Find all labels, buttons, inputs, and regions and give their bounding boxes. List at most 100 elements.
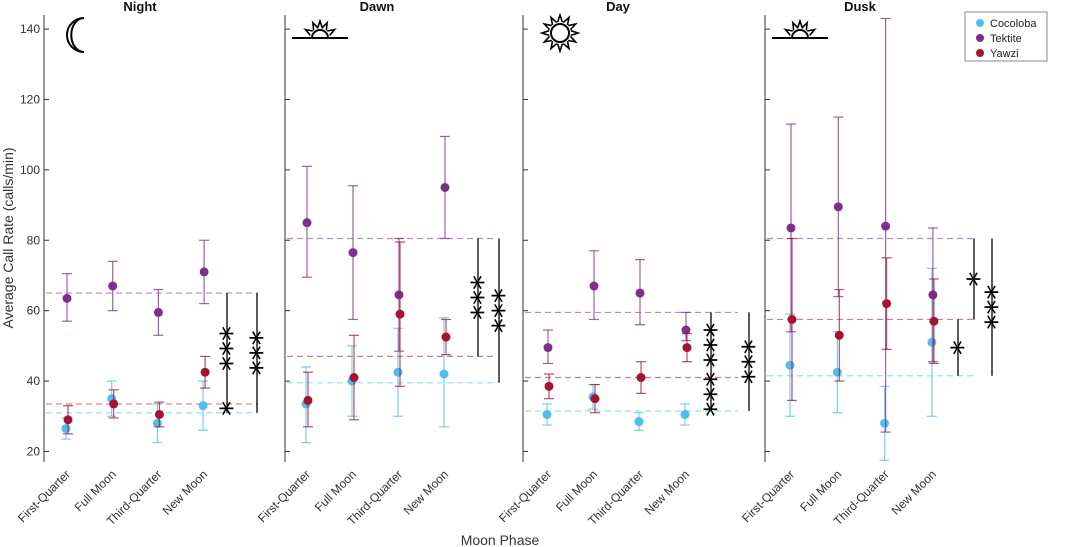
x-tick-label: New Moon	[160, 467, 210, 517]
data-point-cocoloba	[61, 424, 71, 434]
x-tick-label: New Moon	[889, 467, 939, 517]
x-tick-label: Full Moon	[72, 467, 119, 514]
sun-ray	[316, 18, 324, 29]
data-point-yawzi	[200, 367, 210, 377]
data-point-tektite	[199, 267, 209, 277]
sun-ray	[562, 40, 571, 51]
sun-ray	[326, 28, 337, 36]
significance-label: ***	[475, 288, 510, 333]
sun-ray	[806, 28, 817, 36]
data-point-tektite	[543, 343, 553, 353]
x-tick-label: New Moon	[401, 467, 451, 517]
x-tick-label: New Moon	[642, 467, 692, 517]
data-point-cocoloba	[880, 418, 890, 428]
panel-title: Dawn	[360, 0, 395, 14]
sun-ray	[542, 22, 553, 31]
data-point-tektite	[681, 325, 691, 335]
data-point-yawzi	[154, 409, 164, 419]
x-tick-label: First-Quarter	[255, 467, 313, 525]
sunrise-icon	[292, 18, 348, 39]
y-tick-label: 20	[27, 444, 41, 458]
data-point-tektite	[833, 202, 843, 212]
significance-label: ***	[968, 285, 1003, 330]
data-point-cocoloba	[542, 409, 552, 419]
data-point-yawzi	[109, 399, 119, 409]
legend-marker-cocoloba	[976, 19, 984, 27]
half-sun	[791, 29, 809, 39]
data-point-yawzi	[682, 343, 692, 353]
data-point-yawzi	[303, 395, 313, 405]
significance-label: ***	[454, 275, 489, 320]
data-point-yawzi	[349, 373, 359, 383]
sunset-icon	[772, 18, 828, 39]
sun-ray	[549, 40, 558, 51]
significance-label: ***	[687, 372, 722, 417]
significance-label: *	[950, 271, 985, 286]
x-tick-label: Full Moon	[312, 467, 359, 514]
sun-ray	[567, 22, 578, 31]
data-point-tektite	[440, 182, 450, 192]
y-axis-label: Average Call Rate (calls/min)	[0, 147, 16, 328]
data-point-cocoloba	[393, 367, 403, 377]
data-point-tektite	[302, 218, 312, 228]
y-tick-label: 120	[20, 92, 40, 106]
moon-shape	[66, 17, 85, 53]
sun-ray	[570, 29, 581, 37]
x-tick-label: Full Moon	[553, 467, 600, 514]
data-point-tektite	[348, 248, 358, 258]
x-tick-label: First-Quarter	[739, 467, 797, 525]
data-point-yawzi	[929, 316, 939, 326]
data-point-cocoloba	[198, 401, 208, 411]
data-point-yawzi	[834, 330, 844, 340]
significance-label: *	[934, 340, 969, 355]
data-point-tektite	[881, 221, 891, 231]
data-point-yawzi	[544, 381, 554, 391]
data-point-tektite	[786, 223, 796, 233]
sun-ray	[562, 15, 571, 26]
sun-ray	[796, 18, 804, 29]
data-point-yawzi	[590, 394, 600, 404]
y-tick-label: 40	[27, 374, 41, 388]
sun-ray	[303, 28, 314, 36]
data-point-cocoloba	[634, 417, 644, 427]
sun-ray	[567, 35, 578, 44]
data-point-cocoloba	[832, 367, 842, 377]
significance-label: ***	[725, 339, 760, 384]
data-point-tektite	[62, 293, 72, 303]
panel-title: Day	[606, 0, 631, 14]
sun-ray	[556, 43, 564, 54]
sun-ray	[801, 20, 809, 31]
sun-ray	[539, 29, 550, 37]
data-point-tektite	[153, 307, 163, 317]
legend-marker-yawzi	[976, 49, 984, 57]
sun-disc	[550, 23, 570, 43]
sun-ray	[542, 35, 553, 44]
sun-ray	[311, 20, 319, 31]
data-point-yawzi	[63, 415, 73, 425]
panel-title: Dusk	[844, 0, 877, 14]
legend-label: Tektite	[990, 33, 1022, 45]
data-point-tektite	[589, 281, 599, 291]
sun-ray	[791, 20, 799, 31]
data-point-yawzi	[395, 309, 405, 319]
data-point-yawzi	[636, 373, 646, 383]
moon-icon	[66, 17, 85, 53]
half-sun	[311, 29, 329, 39]
panel-night: 20 40 60 80 100 120 140 Night First-QuarterFull …	[15, 0, 268, 528]
data-point-tektite	[394, 290, 404, 300]
data-point-tektite	[108, 281, 118, 291]
sun-icon	[539, 12, 581, 54]
data-point-cocoloba	[680, 409, 690, 419]
data-point-cocoloba	[439, 369, 449, 379]
legend-marker-tektite	[976, 34, 984, 42]
significance-label: ***	[203, 326, 238, 371]
data-point-tektite	[928, 290, 938, 300]
data-point-cocoloba	[785, 360, 795, 370]
sun-ray	[549, 15, 558, 26]
y-tick-label: 100	[20, 163, 40, 177]
legend-label: Yawzi	[990, 48, 1019, 60]
